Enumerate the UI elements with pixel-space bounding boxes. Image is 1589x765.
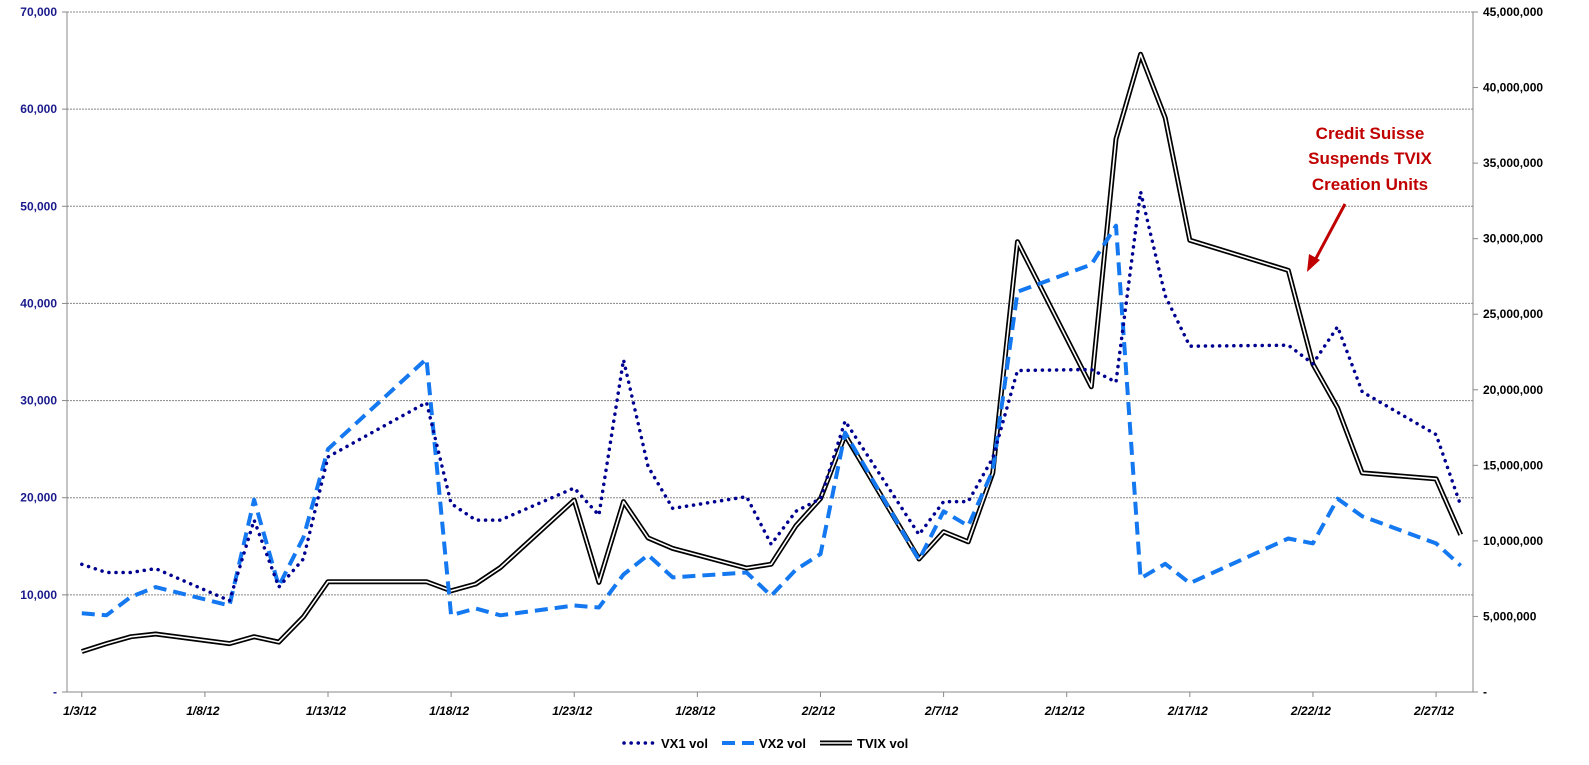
annotation-line-1: Credit Suisse xyxy=(1316,124,1425,143)
legend-item-vx2-vol: VX2 vol xyxy=(722,736,806,751)
annotation-arrowhead xyxy=(1307,254,1320,272)
line-tvix-vol-inner xyxy=(81,53,1462,653)
line-tvix-vol xyxy=(81,51,1463,654)
y2-tick-label: 20,000,000 xyxy=(1483,383,1543,397)
legend-label: VX1 vol xyxy=(661,736,708,751)
annotation: Credit Suisse Suspends TVIX Creation Uni… xyxy=(1307,124,1433,272)
x-tick-label: 1/28/12 xyxy=(675,704,715,718)
line-vx2-vol xyxy=(81,223,1463,618)
legend: VX1 vol VX2 vol TVIX vol xyxy=(622,736,908,751)
y-tick-label: 10,000 xyxy=(20,588,57,602)
annotation-arrow xyxy=(1312,203,1347,263)
annotation-line-2: Suspends TVIX xyxy=(1308,149,1432,168)
legend-label: VX2 vol xyxy=(759,736,806,751)
y-tick-label: 70,000 xyxy=(20,5,57,19)
y2-tick-label: 30,000,000 xyxy=(1483,232,1543,246)
x-tick-label: 2/22/12 xyxy=(1290,704,1331,718)
x-tick-label: 1/8/12 xyxy=(186,704,220,718)
y2-tick-label: - xyxy=(1483,685,1487,699)
y-tick-label: 20,000 xyxy=(20,491,57,505)
series-tvix-vol xyxy=(81,51,1463,654)
x-tick-label: 1/13/12 xyxy=(306,704,346,718)
axes: - 10,000 20,000 30,000 40,000 50,000 60,000 70,… xyxy=(20,5,1543,718)
x-tick-label: 2/7/12 xyxy=(924,704,959,718)
series-vx1-vol xyxy=(80,189,1463,603)
gridlines xyxy=(67,11,1473,596)
y2-tick-label: 5,000,000 xyxy=(1483,609,1537,623)
y2-tick-label: 15,000,000 xyxy=(1483,458,1543,472)
legend-item-vx1-vol: VX1 vol xyxy=(622,736,708,751)
x-tick-label: 1/23/12 xyxy=(552,704,592,718)
annotation-line-3: Creation Units xyxy=(1312,175,1428,194)
series-lines xyxy=(80,51,1463,654)
y-tick-label: - xyxy=(53,685,57,699)
series-vx2-vol xyxy=(81,223,1463,618)
y-tick-label: 60,000 xyxy=(20,102,57,116)
line-vx1-vol xyxy=(80,189,1463,603)
y-tick-label: 30,000 xyxy=(20,394,57,408)
legend-item-tvix-vol: TVIX vol xyxy=(820,736,908,751)
y2-tick-label: 45,000,000 xyxy=(1483,5,1543,19)
x-tick-label: 2/12/12 xyxy=(1044,704,1085,718)
x-tick-label: 1/3/12 xyxy=(63,704,97,718)
y2-tick-label: 10,000,000 xyxy=(1483,534,1543,548)
x-tick-label: 2/2/12 xyxy=(801,704,836,718)
x-tick-label: 1/18/12 xyxy=(429,704,469,718)
y2-tick-label: 35,000,000 xyxy=(1483,156,1543,170)
y-tick-label: 40,000 xyxy=(20,296,57,310)
x-tick-label: 2/17/12 xyxy=(1167,704,1208,718)
x-tick-label: 2/27/12 xyxy=(1413,704,1454,718)
y-tick-label: 50,000 xyxy=(20,199,57,213)
y2-tick-label: 40,000,000 xyxy=(1483,81,1543,95)
legend-label: TVIX vol xyxy=(857,736,908,751)
y2-tick-label: 25,000,000 xyxy=(1483,307,1543,321)
